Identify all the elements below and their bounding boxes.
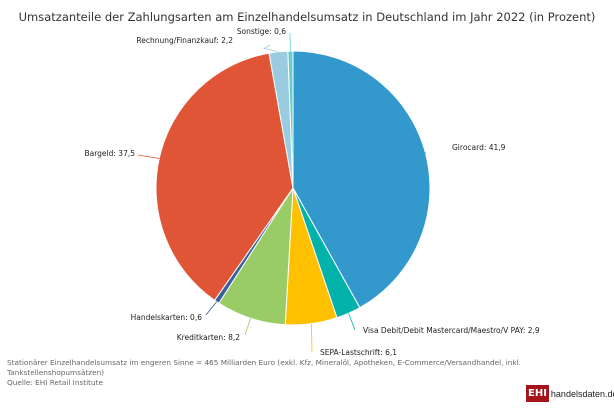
slice-label: Bargeld: 37,5: [84, 149, 135, 158]
slice-label: Kreditkarten: 8,2: [177, 333, 241, 342]
leader-line: [424, 151, 426, 154]
logo-mark: EHI: [526, 385, 549, 402]
footnote-text: Stationärer Einzelhandelsumsatz im enger…: [7, 358, 521, 377]
slice-label: Handelskarten: 0,6: [131, 313, 203, 322]
slice-label: Visa Debit/Debit Mastercard/Maestro/V PA…: [363, 326, 540, 335]
logo-site: handelsdaten.de: [550, 388, 614, 399]
footnote: Stationärer Einzelhandelsumsatz im enger…: [7, 358, 614, 388]
slice-label: SEPA-Lastschrift: 6,1: [320, 348, 397, 357]
slice-bargeld: [155, 52, 294, 302]
leader-line: [137, 154, 160, 159]
source-text: Quelle: EHI Retail Institute: [7, 378, 103, 387]
slice-label: Girocard: 41,9: [452, 143, 506, 152]
leader-line: [311, 323, 313, 353]
leader-line: [244, 318, 252, 336]
leader-line: [205, 301, 218, 316]
ehi-logo: EHI handelsdaten.de: [526, 385, 614, 402]
slice-label: Sonstige: 0,6: [237, 27, 286, 36]
leader-line: [348, 313, 356, 331]
leader-line: [263, 44, 279, 53]
chart-title: Umsatzanteile der Zahlungsarten am Einze…: [18, 10, 596, 24]
slice-label: Rechnung/Finanzkauf: 2,2: [136, 36, 233, 45]
